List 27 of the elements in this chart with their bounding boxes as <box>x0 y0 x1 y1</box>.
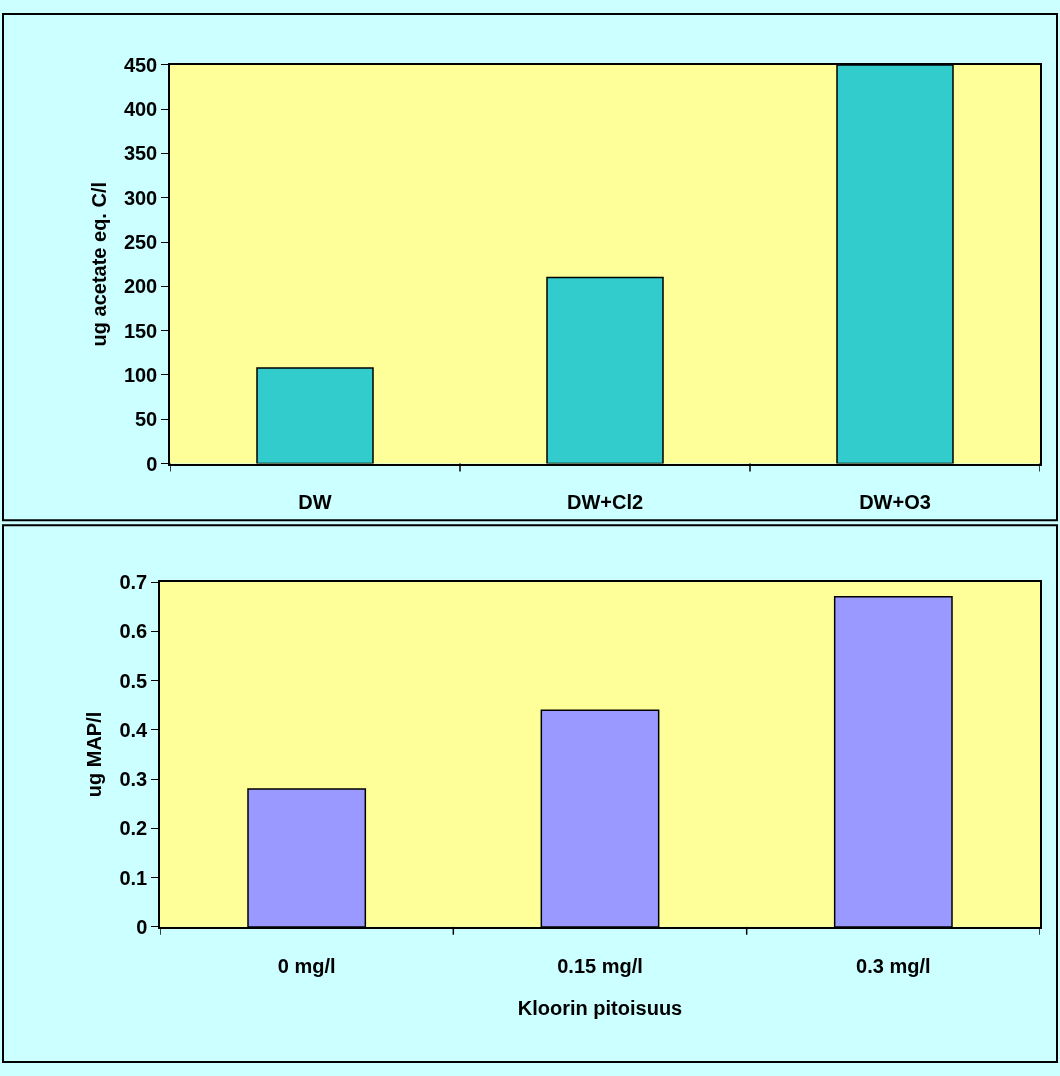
y-tick-label: 0 <box>136 915 148 938</box>
y-tick-label: 0.5 <box>119 669 148 692</box>
y-tick-label: 0 <box>146 452 158 475</box>
y-axis-title: ug MAP/l <box>83 711 106 798</box>
y-tick-label: 0.6 <box>119 620 148 643</box>
y-tick-label: 150 <box>123 319 158 342</box>
x-tick-label: DW <box>298 491 332 514</box>
x-tick-label: 0 mg/l <box>277 954 336 977</box>
y-tick-label: 0.4 <box>119 718 149 741</box>
y-tick-label: 0.2 <box>119 817 148 840</box>
y-tick-label: 300 <box>123 186 158 209</box>
y-tick-label: 100 <box>123 363 158 386</box>
y-tick-label: 250 <box>123 231 158 254</box>
y-axis-title: ug acetate eq. C/l <box>87 181 110 347</box>
x-tick-label: 0.15 mg/l <box>557 954 643 977</box>
y-tick-label: 0.3 <box>119 768 148 791</box>
y-tick-label: 450 <box>123 53 158 76</box>
x-axis-title: Kloorin pitoisuus <box>517 996 683 1019</box>
y-tick-label: 0.1 <box>119 866 148 889</box>
y-tick-label: 0.7 <box>119 571 148 594</box>
y-tick-label: 50 <box>135 408 158 431</box>
x-tick-label: DW+O3 <box>859 491 931 514</box>
x-tick-label: DW+Cl2 <box>566 491 644 514</box>
x-tick-label: 0.3 mg/l <box>856 954 931 977</box>
y-tick-label: 200 <box>123 275 158 298</box>
y-tick-label: 350 <box>123 142 158 165</box>
y-tick-label: 400 <box>123 98 158 121</box>
